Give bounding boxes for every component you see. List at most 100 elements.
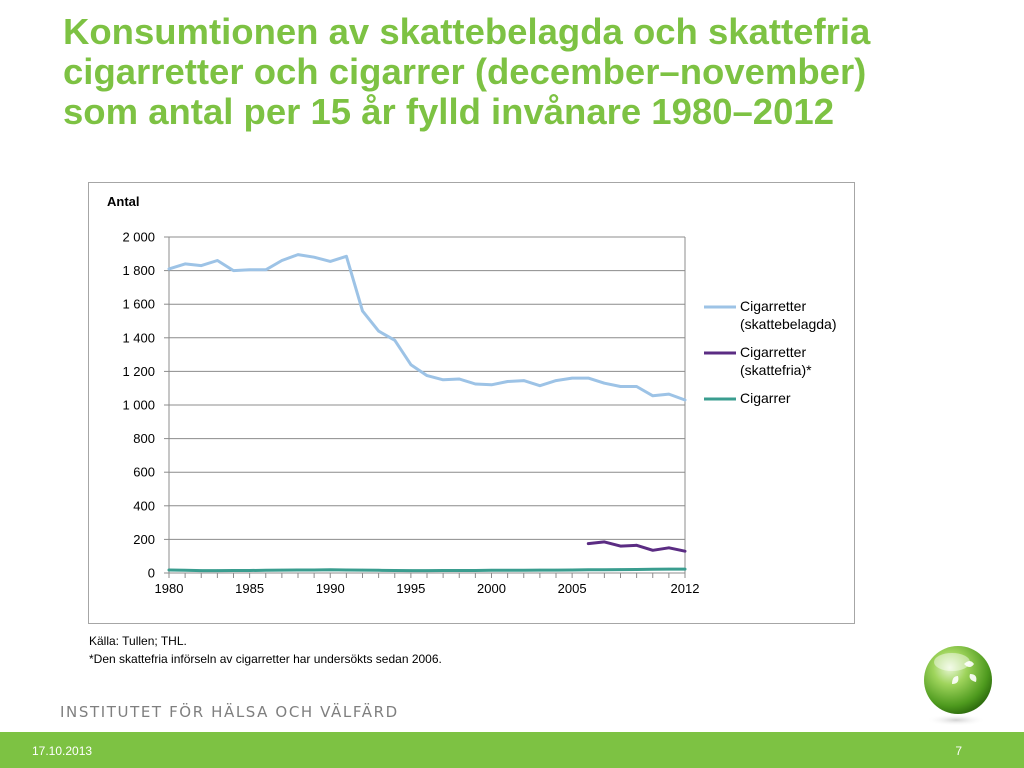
data-point [651, 549, 654, 552]
data-point [232, 269, 235, 272]
x-tick-label: 2012 [671, 581, 700, 596]
data-point [538, 384, 542, 387]
title-line-2: cigarretter och cigarrer (december–novem… [63, 51, 867, 92]
y-axis-title: Antal [107, 194, 140, 209]
line-chart: Antal 0 200 400 600 800 1 000 1 200 1 400 1 600 1 … [107, 194, 837, 596]
y-tick-label: 1 200 [122, 364, 155, 379]
data-point [296, 568, 300, 572]
data-point [490, 569, 493, 572]
data-point [522, 379, 525, 382]
y-tick-label: 600 [133, 465, 155, 480]
data-point [619, 385, 622, 388]
data-point [667, 392, 671, 396]
data-point [603, 540, 606, 544]
data-point [425, 569, 429, 572]
title-line-1: Konsumtionen av skattebelagda och skatte… [63, 11, 871, 52]
data-point [651, 568, 654, 571]
data-point [312, 568, 316, 572]
data-point [280, 259, 284, 262]
data-point [587, 376, 590, 380]
footer-bar: 17.10.2013 7 [0, 732, 1024, 768]
y-tick-label: 1 400 [122, 330, 155, 345]
data-point [458, 377, 461, 381]
data-point [329, 260, 332, 263]
data-point [345, 255, 348, 258]
data-point [474, 382, 477, 386]
data-point [683, 398, 687, 402]
x-tick-label: 1980 [155, 581, 184, 596]
data-point [635, 568, 638, 571]
data-point [409, 363, 413, 366]
data-point [587, 568, 590, 571]
data-point [280, 568, 284, 572]
data-point [506, 569, 509, 572]
data-point [167, 568, 171, 572]
green-globe-logo-icon [924, 646, 992, 726]
data-point [619, 544, 622, 548]
data-point [683, 567, 687, 571]
data-point [183, 569, 187, 572]
data-point [570, 568, 574, 572]
source-notes: Källa: Tullen; THL. *Den skattefria infö… [89, 632, 442, 668]
y-tick-label: 1 800 [122, 263, 155, 278]
legend-label: Cigarrer [740, 390, 791, 406]
data-point [393, 569, 396, 572]
data-point [216, 569, 219, 572]
data-point [345, 568, 348, 572]
y-tick-label: 1 000 [122, 398, 155, 413]
data-point [167, 267, 171, 271]
data-point [377, 329, 380, 333]
data-point [458, 569, 461, 572]
data-point [474, 569, 477, 572]
legend-label: Cigarretter [740, 298, 806, 314]
data-point [635, 385, 638, 388]
y-tick-label: 800 [133, 431, 155, 446]
y-tick-label: 200 [133, 532, 155, 547]
slide-title: Konsumtionen av skattebelagda och skatte… [63, 12, 983, 132]
legend-label: (skattefria)* [740, 362, 812, 378]
x-tick-label: 1995 [396, 581, 425, 596]
data-point [538, 568, 542, 572]
x-tick-label: 2000 [477, 581, 506, 596]
data-point [619, 568, 622, 571]
data-point [329, 568, 332, 571]
data-point [248, 268, 251, 271]
data-point [554, 568, 558, 572]
y-tick-label: 2 000 [122, 230, 155, 245]
x-tick-label: 1985 [235, 581, 264, 596]
data-point [361, 309, 364, 313]
y-tick-label: 1 600 [122, 297, 155, 312]
data-point [667, 546, 671, 549]
footnote-line: *Den skattefria införseln av cigarretter… [89, 652, 442, 666]
data-point [570, 376, 574, 380]
data-point [393, 339, 396, 342]
y-tick-label: 400 [133, 498, 155, 513]
data-point [264, 268, 267, 271]
series-line-1 [167, 253, 687, 402]
data-point [377, 569, 380, 572]
data-point [216, 259, 219, 262]
data-point [635, 544, 638, 547]
data-point [200, 569, 203, 572]
data-point [651, 394, 654, 397]
chart-frame: Antal 0 200 400 600 800 1 000 1 200 1 400 1 600 1 … [88, 182, 855, 624]
data-point [232, 569, 235, 572]
legend-label: Cigarretter [740, 344, 806, 360]
data-point [441, 378, 445, 381]
series-line-2 [586, 540, 687, 553]
data-point [296, 253, 300, 256]
data-point [603, 568, 606, 571]
x-tick-label: 1990 [316, 581, 345, 596]
page-number: 7 [955, 744, 962, 758]
data-point [683, 550, 687, 553]
data-point [264, 569, 267, 572]
institute-name: INSTITUTET FÖR HÄLSA OCH VÄLFÄRD [60, 703, 399, 721]
data-point [667, 567, 671, 571]
data-point [200, 264, 203, 267]
title-line-3: som antal per 15 år fylld invånare 1980–… [63, 91, 834, 132]
data-point [490, 383, 493, 386]
footer-date: 17.10.2013 [32, 744, 93, 758]
data-point [506, 380, 509, 383]
data-point [361, 568, 364, 572]
data-point [603, 382, 606, 385]
